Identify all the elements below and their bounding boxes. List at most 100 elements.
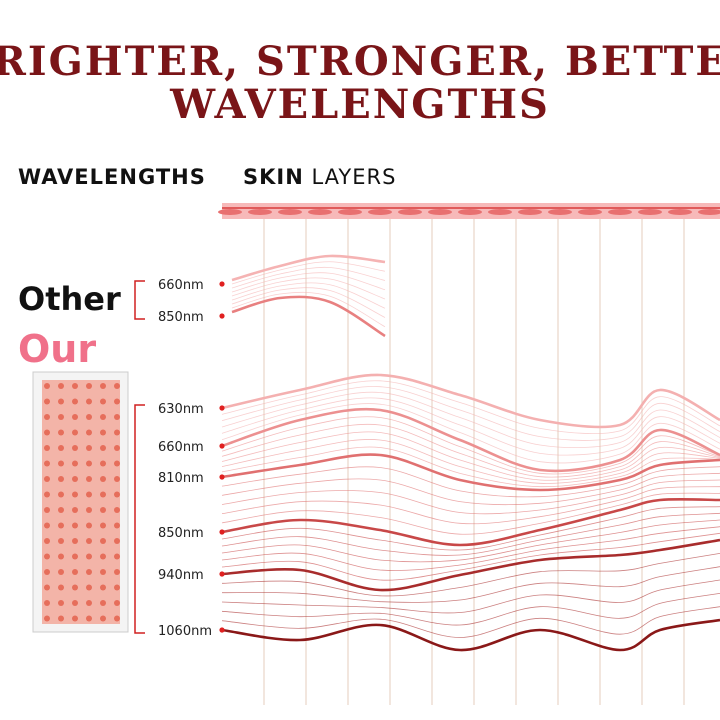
led [86, 398, 92, 405]
wave-thin [231, 282, 386, 309]
wavelength-dot [219, 571, 225, 577]
wave-thin [221, 479, 720, 515]
skin-cell [578, 209, 602, 215]
led [72, 507, 78, 513]
led [100, 600, 106, 606]
wave-thin [231, 272, 386, 293]
led [114, 491, 120, 498]
skin-cell [548, 209, 572, 215]
skin-cell [608, 209, 632, 215]
led [100, 476, 106, 482]
led [114, 460, 120, 467]
wave [221, 618, 720, 652]
wave-thin [221, 512, 720, 556]
wave-thin [221, 446, 720, 488]
wave-thin [231, 277, 386, 300]
led [114, 600, 120, 606]
wavelength-dot [219, 281, 225, 287]
wavelength-dot [219, 529, 225, 535]
wavelength-dot [219, 474, 225, 480]
wave-thin [221, 380, 720, 434]
led [86, 600, 92, 606]
title-line: BRIGHTER, STRONGER, BETTER [0, 38, 720, 85]
led [58, 491, 64, 498]
led [114, 445, 120, 451]
led [100, 522, 106, 529]
led [72, 522, 78, 529]
led [86, 522, 92, 529]
other-label: Other [18, 280, 121, 318]
led [44, 460, 50, 467]
led [100, 507, 106, 513]
wavelength-label: 940nm [158, 568, 204, 583]
skin-cell [278, 209, 302, 215]
wave-thin [221, 486, 720, 525]
our-label: Our [18, 327, 96, 371]
led [72, 414, 78, 420]
wave-thin [221, 466, 720, 498]
led [114, 522, 120, 529]
skin-cell [218, 209, 242, 215]
led [100, 584, 106, 591]
skin-cell [368, 209, 392, 215]
led [72, 553, 78, 560]
led [58, 507, 64, 513]
led [58, 445, 64, 451]
led [44, 569, 50, 575]
skin-cell [698, 209, 720, 215]
led [44, 383, 50, 389]
wavelength-label: 850nm [158, 310, 204, 325]
led [86, 615, 92, 622]
wave-thin [221, 423, 720, 478]
skin-cell [488, 209, 512, 215]
led [114, 507, 120, 513]
led [72, 445, 78, 451]
led [72, 476, 78, 482]
wave [221, 497, 720, 547]
bracket [134, 404, 145, 634]
wavelength-dot [219, 443, 225, 449]
led [44, 507, 50, 513]
led [44, 398, 50, 405]
wave-thin [221, 431, 720, 481]
led [100, 414, 106, 420]
led [86, 584, 92, 591]
wave-thin [221, 439, 720, 484]
led [44, 476, 50, 482]
led [58, 522, 64, 529]
wave-thin [221, 506, 720, 551]
led [86, 429, 92, 436]
wavelength-label: 810nm [158, 471, 204, 486]
wavelength-dot [219, 405, 225, 411]
wave [221, 538, 720, 592]
led [58, 538, 64, 544]
led [72, 569, 78, 575]
led [58, 429, 64, 436]
wavelength-label: 850nm [158, 526, 204, 541]
led [100, 553, 106, 560]
led [72, 615, 78, 622]
panel-leds [42, 380, 120, 624]
led [58, 460, 64, 467]
wave-thin [231, 261, 386, 285]
wave [231, 254, 386, 282]
led [72, 429, 78, 436]
led [86, 569, 92, 575]
wave-thin [221, 386, 720, 441]
led [44, 584, 50, 591]
led [114, 615, 120, 622]
wave [221, 373, 720, 429]
led [72, 538, 78, 544]
wave-thin [221, 403, 720, 464]
led [100, 398, 106, 405]
led [114, 414, 120, 420]
led [86, 538, 92, 544]
skin-cell [638, 209, 662, 215]
header-wavelengths: WAVELENGTHS [18, 165, 206, 189]
led [72, 600, 78, 606]
wave-thin [221, 552, 720, 597]
wave-thin [221, 606, 720, 638]
led [58, 569, 64, 575]
header-skin: SKIN [243, 165, 304, 189]
wave-thin [221, 592, 720, 626]
